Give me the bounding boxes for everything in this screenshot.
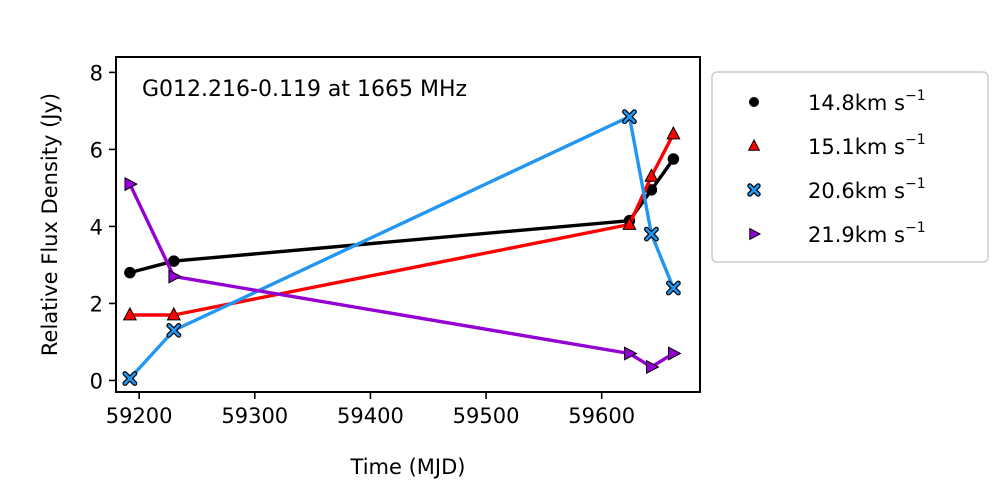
legend-box: [711, 71, 989, 263]
x-marker-fill: [748, 184, 760, 196]
series-4: [124, 176, 682, 375]
data-point: [166, 306, 181, 321]
data-point: [622, 216, 637, 230]
x-tick-label: 59600: [568, 404, 635, 428]
x-marker-fill: [123, 372, 137, 385]
x-marker-fill: [645, 227, 658, 241]
x-tick-label: 59500: [453, 404, 520, 428]
legend-marker: [747, 138, 761, 151]
legend-entry: 14.8km s−1: [749, 88, 926, 115]
x-marker-fill: [623, 110, 636, 123]
legend-label: 21.9km s−1: [808, 220, 926, 247]
x-marker-fill: [167, 324, 181, 337]
series-3: [122, 109, 681, 386]
y-tick-label: 6: [90, 138, 103, 162]
legend-label: 15.1km s−1: [808, 132, 926, 159]
legend-entry: 20.6km s−1: [747, 176, 926, 203]
y-axis: 0 2 4 6 8: [90, 61, 116, 393]
legend-marker: [749, 227, 762, 241]
data-point: [666, 125, 681, 140]
x-marker-fill: [667, 281, 680, 295]
chart-title: G012.216-0.119 at 1665 MHz: [142, 77, 467, 102]
legend-label: 14.8km s−1: [808, 88, 926, 115]
y-tick-label: 8: [90, 61, 103, 85]
y-tick-label: 0: [90, 369, 103, 393]
series-line: [128, 183, 675, 369]
x-tick-label: 59300: [221, 404, 288, 428]
legend-label: 20.6km s−1: [808, 176, 926, 203]
data-point: [124, 176, 138, 192]
data-point: [122, 306, 138, 321]
data-point: [168, 255, 180, 267]
data-point: [168, 269, 182, 284]
data-point: [667, 153, 680, 165]
x-tick-label: 59200: [106, 404, 173, 428]
data-point: [624, 346, 638, 361]
series-2: [122, 125, 681, 321]
data-point: [646, 359, 660, 375]
legend: 14.8km s−1 15.1km s−1 20.6km s−1 21.9km s−1: [711, 71, 989, 263]
series-line: [128, 114, 675, 380]
x-tick-label: 59400: [337, 404, 404, 428]
plot-area: [122, 109, 682, 386]
data-point: [644, 168, 659, 182]
series-1: [124, 153, 680, 279]
x-axis: 59200 59300 59400 59500 59600: [106, 392, 635, 428]
y-axis-label: Relative Flux Density (Jy): [38, 93, 62, 356]
data-point: [668, 346, 682, 361]
series-line: [129, 158, 675, 275]
legend-marker: [749, 97, 759, 107]
legend-entry: 21.9km s−1: [749, 220, 926, 247]
plot-frame: [115, 56, 701, 393]
data-point: [124, 266, 136, 279]
y-tick-label: 4: [90, 215, 103, 239]
legend-entry: 15.1km s−1: [747, 132, 926, 159]
x-axis-label: Time (MJD): [350, 455, 466, 479]
y-tick-label: 2: [90, 292, 103, 316]
